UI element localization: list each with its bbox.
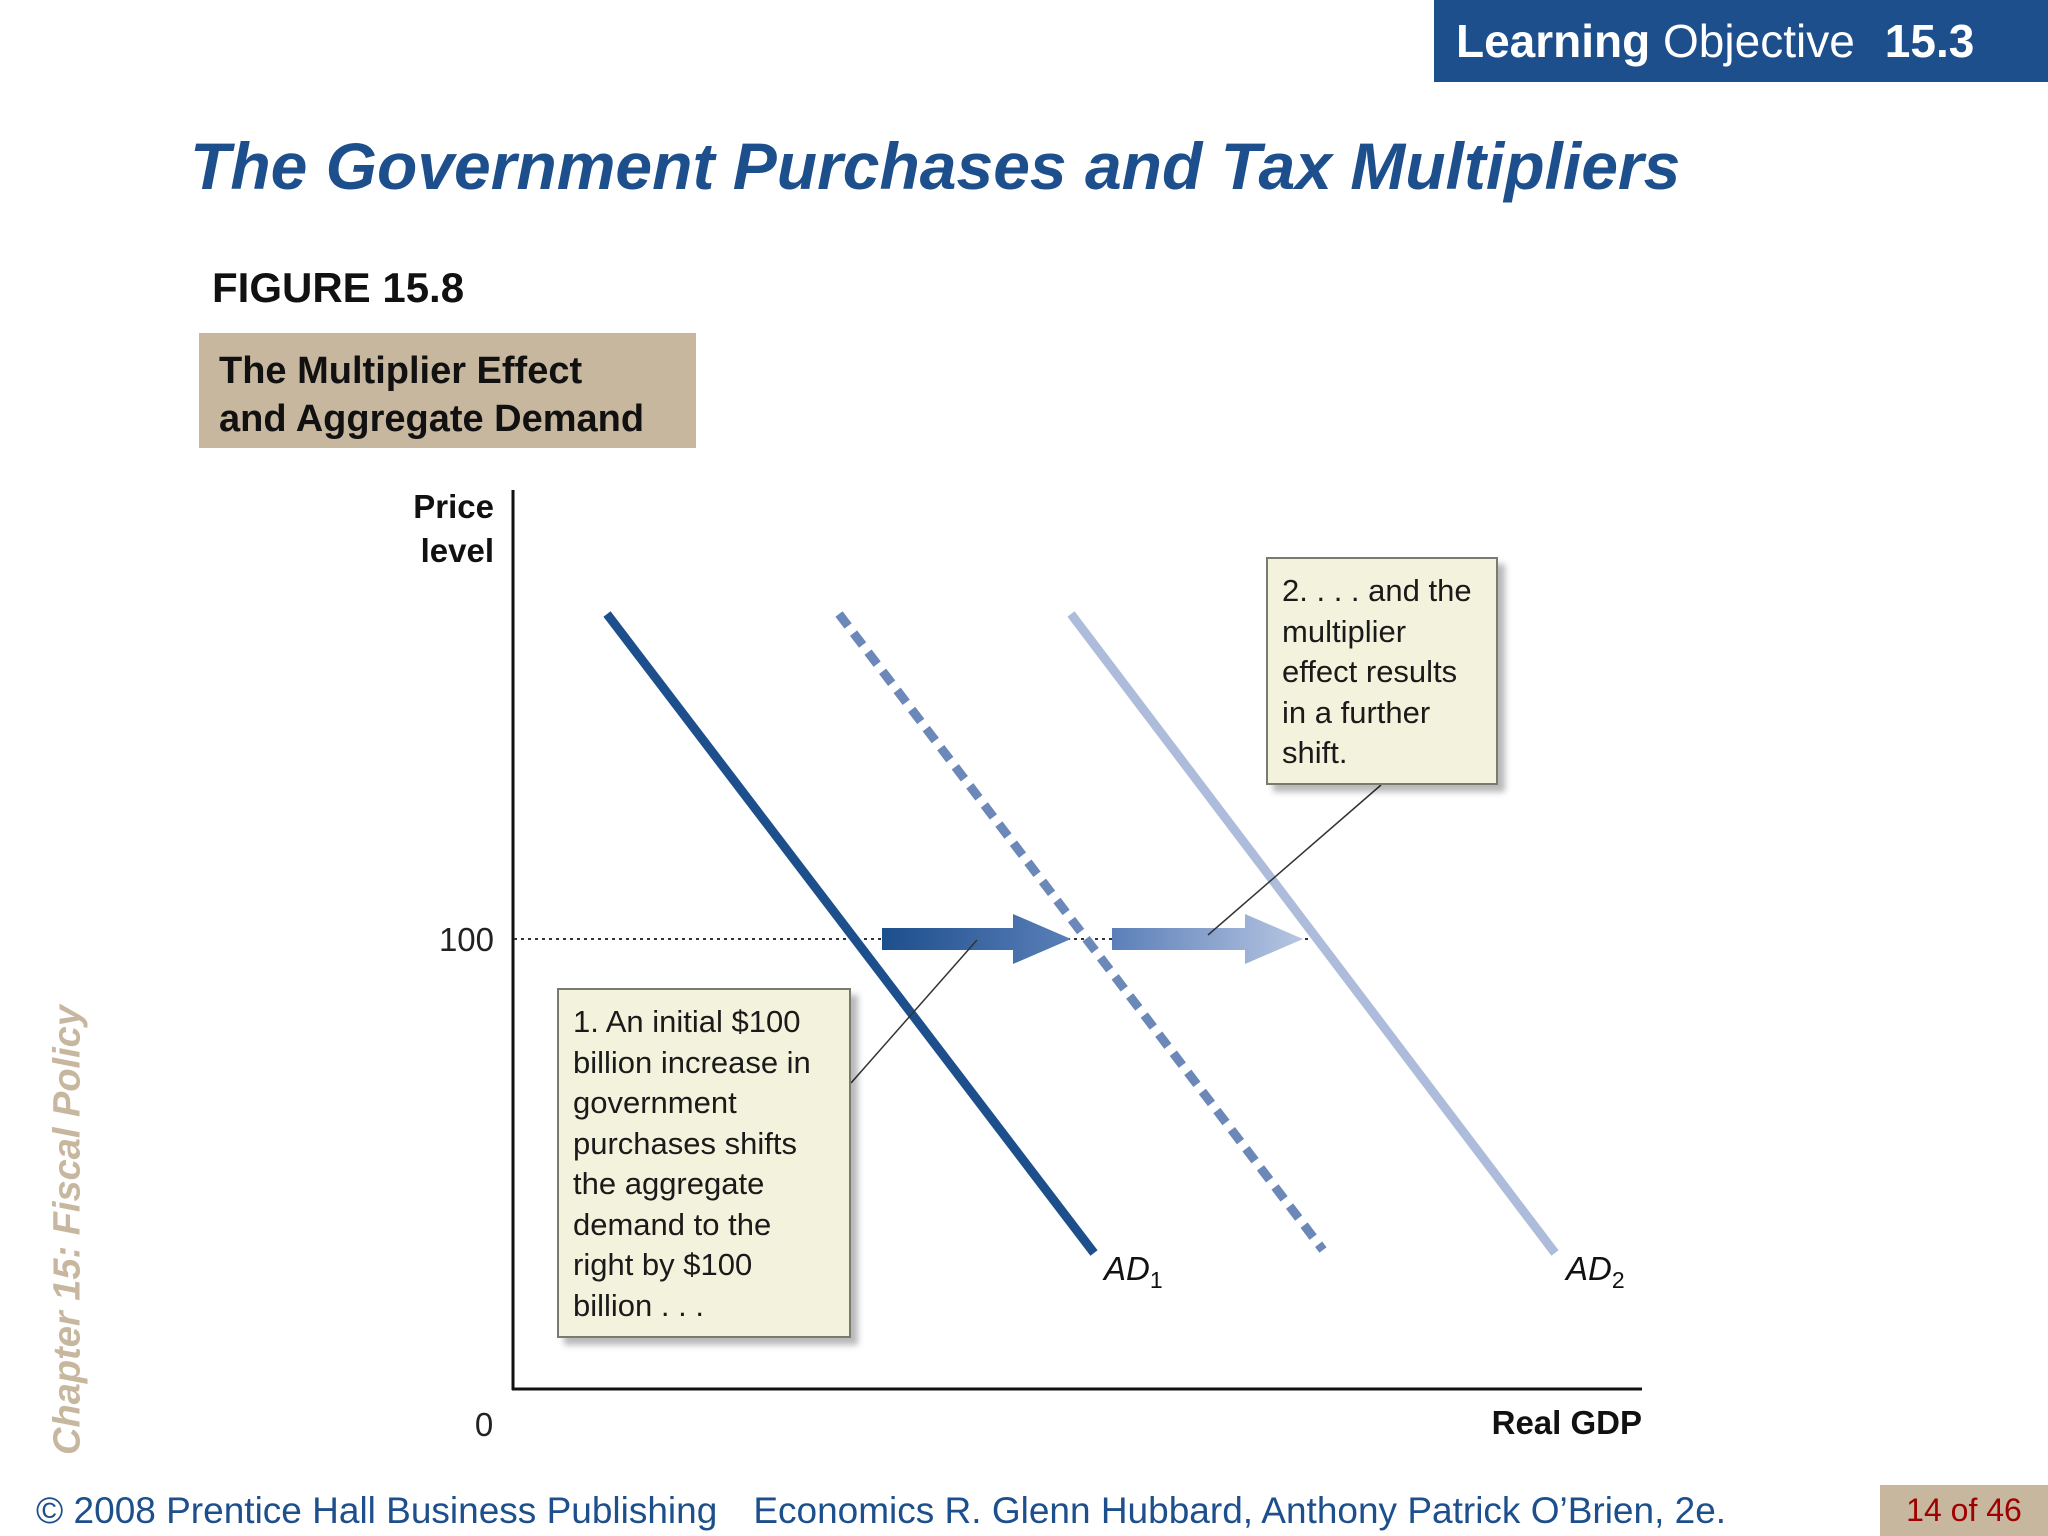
- callout-1-line: right by $100: [573, 1247, 753, 1282]
- ad2-curve: [1067, 611, 1559, 1256]
- learning-objective-banner: Learning Objective 15.3: [1434, 0, 2048, 82]
- footer-book: Economics R. Glenn Hubbard, Anthony Patr…: [753, 1490, 1727, 1531]
- ad1-label-main: AD: [1102, 1250, 1150, 1287]
- origin-label: 0: [475, 1406, 493, 1443]
- ad1-curve: [603, 611, 1098, 1256]
- callout-2-line: in a further: [1282, 694, 1431, 730]
- callout-1-line: demand to the: [573, 1206, 772, 1242]
- callout-initial-increase: 1. An initial $100 billion increase in g…: [557, 988, 851, 1338]
- ad-intermediate-curve: [835, 611, 1327, 1253]
- callout-1-line: purchases shifts: [573, 1125, 797, 1161]
- callout-1-line: 1. An initial $100: [573, 1004, 801, 1039]
- ad2-label-sub: 2: [1612, 1267, 1625, 1293]
- shift-arrow-1: [882, 914, 1071, 964]
- footer: © 2008 Prentice Hall Business Publishing…: [36, 1490, 1726, 1532]
- banner-number: 15.3: [1884, 15, 1975, 67]
- x-axis-label: Real GDP: [1492, 1404, 1642, 1441]
- callout-1-leader: [850, 939, 978, 1084]
- callout-2-line: 2. . . . and the: [1282, 573, 1472, 608]
- callout-2-line: multiplier: [1282, 613, 1407, 649]
- ad2-label-main: AD: [1564, 1250, 1612, 1287]
- page-number: 14 of 46: [1880, 1485, 2048, 1536]
- y-axis-label-line2: level: [421, 532, 494, 569]
- figure-caption-line2: and Aggregate Demand: [219, 398, 645, 440]
- callout-1-line: billion . . .: [573, 1287, 704, 1323]
- callout-1-line: government: [573, 1085, 737, 1120]
- callout-1-line: billion increase in: [573, 1044, 811, 1080]
- ad1-label: AD1: [1102, 1250, 1163, 1293]
- ad1-label-sub: 1: [1150, 1267, 1163, 1293]
- slide-title: The Government Purchases and Tax Multipl…: [190, 129, 1681, 203]
- figure-label: FIGURE 15.8: [212, 264, 465, 311]
- ad2-label: AD2: [1564, 1250, 1625, 1293]
- shift-arrow-2: [1112, 914, 1303, 964]
- callout-1-line: the aggregate: [573, 1166, 765, 1201]
- callout-2-leader: [1207, 784, 1382, 936]
- banner-objective: Objective: [1663, 15, 1855, 67]
- callout-2-line: shift.: [1282, 735, 1348, 770]
- callout-2-line: effect results: [1282, 654, 1458, 689]
- footer-copyright: © 2008 Prentice Hall Business Publishing: [36, 1490, 718, 1531]
- callout-multiplier-effect: 2. . . . and the multiplier effect resul…: [1266, 557, 1498, 785]
- y-axis-label-line1: Price: [413, 488, 494, 525]
- figure-caption: The Multiplier Effect and Aggregate Dema…: [199, 333, 696, 448]
- figure-caption-line1: The Multiplier Effect: [219, 350, 583, 392]
- banner-learning: Learning: [1456, 15, 1651, 67]
- y-tick-label-100: 100: [439, 921, 494, 958]
